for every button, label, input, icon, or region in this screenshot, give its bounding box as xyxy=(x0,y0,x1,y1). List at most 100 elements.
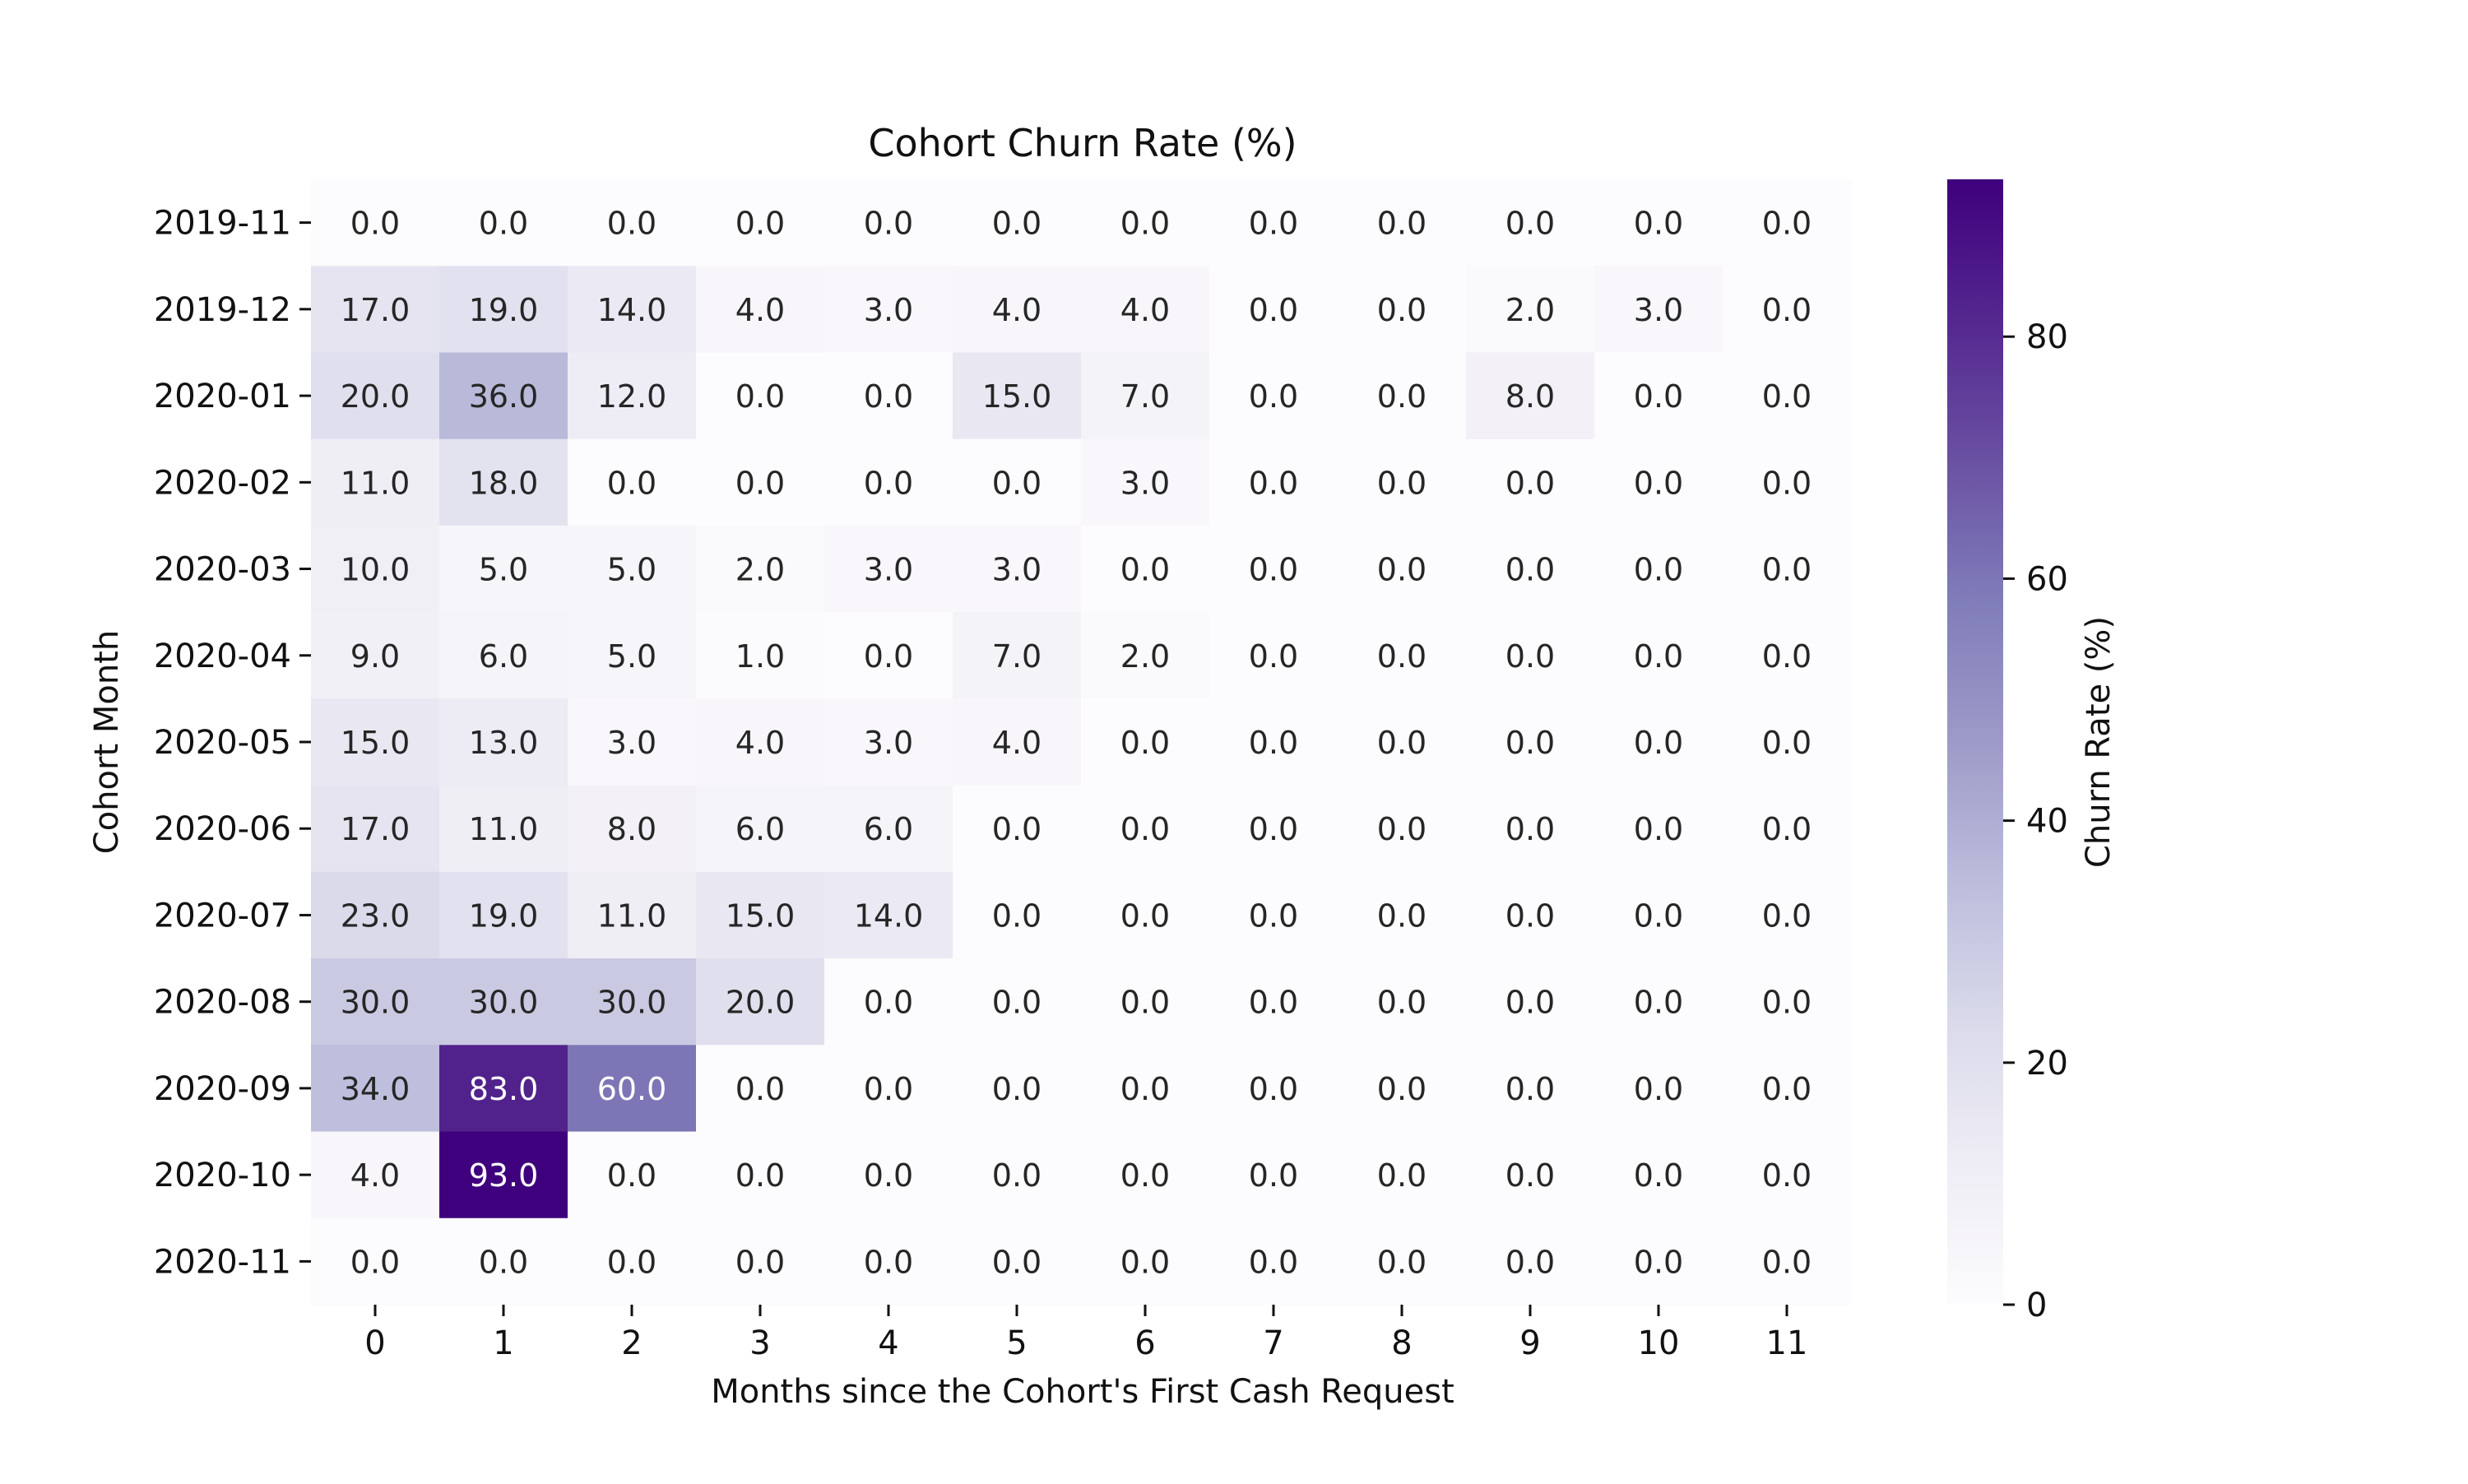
heatmap-cell xyxy=(1723,266,1852,354)
cell-value-label: 2.0 xyxy=(1120,638,1170,675)
cell-value-label: 0.0 xyxy=(1249,206,1298,242)
cell-value-label: 0.0 xyxy=(1634,1071,1683,1107)
heatmap-cell xyxy=(1209,1131,1338,1219)
heatmap-cell xyxy=(1338,266,1467,354)
cell-value-label: 30.0 xyxy=(597,985,667,1021)
cell-value-label: 0.0 xyxy=(864,1244,913,1280)
cell-value-label: 0.0 xyxy=(992,1157,1041,1194)
cell-value-label: 34.0 xyxy=(341,1071,411,1107)
cell-value-label: 19.0 xyxy=(469,897,539,934)
heatmap-cell xyxy=(1081,958,1210,1046)
heatmap-cell-labels: 0.0 0.0 0.0 0.0 0.0 0.0 0.0 0.0 0.0 0.0 0.0 0.0 17.0… xyxy=(341,206,1812,1281)
cell-value-label: 0.0 xyxy=(1249,1157,1298,1194)
cell-value-label: 0.0 xyxy=(735,1071,785,1107)
cell-value-label: 0.0 xyxy=(1377,811,1427,847)
cell-value-label: 0.0 xyxy=(992,897,1041,934)
heatmap-cell xyxy=(568,438,697,526)
heatmap-cell xyxy=(311,266,440,354)
heatmap-cell xyxy=(439,1045,568,1133)
heatmap-cell xyxy=(1081,266,1210,354)
y-tick-label: 2020-02 xyxy=(154,464,291,502)
x-tick-label: 10 xyxy=(1638,1324,1680,1362)
x-tick-label: 8 xyxy=(1391,1324,1412,1362)
heatmap-cell xyxy=(953,1045,1082,1133)
cell-value-label: 0.0 xyxy=(1120,552,1170,588)
heatmap-cell xyxy=(311,438,440,526)
heatmap-cell xyxy=(824,1131,953,1219)
heatmap-cell xyxy=(824,352,953,440)
cell-value-label: 12.0 xyxy=(597,378,667,415)
heatmap-cell xyxy=(439,352,568,440)
heatmap-cell xyxy=(1081,525,1210,613)
cell-value-label: 36.0 xyxy=(469,378,539,415)
cell-value-label: 4.0 xyxy=(735,292,785,328)
cell-value-label: 0.0 xyxy=(864,465,913,501)
cell-value-label: 0.0 xyxy=(1762,1244,1812,1280)
cell-value-label: 14.0 xyxy=(854,897,924,934)
y-axis: 2019-11 2019-12 2020-01 2020-02 2020-03 2020-… xyxy=(154,205,311,1281)
cell-value-label: 0.0 xyxy=(1634,811,1683,847)
cell-value-label: 0.0 xyxy=(1634,378,1683,415)
cell-value-label: 0.0 xyxy=(1634,638,1683,675)
heatmap-cell xyxy=(953,266,1082,354)
heatmap-cell xyxy=(1209,525,1338,613)
y-tick-label: 2019-11 xyxy=(154,205,291,243)
heatmap-cell xyxy=(439,525,568,613)
cell-value-label: 23.0 xyxy=(341,897,411,934)
cell-value-label: 2.0 xyxy=(735,552,785,588)
cell-value-label: 0.0 xyxy=(1762,552,1812,588)
chart-title: Cohort Churn Rate (%) xyxy=(868,121,1297,165)
heatmap-cell xyxy=(1338,1045,1467,1133)
x-tick-label: 1 xyxy=(493,1324,513,1362)
cell-value-label: 0.0 xyxy=(864,985,913,1021)
heatmap-cell xyxy=(568,352,697,440)
cell-value-label: 83.0 xyxy=(469,1071,539,1107)
cell-value-label: 0.0 xyxy=(1762,465,1812,501)
cell-value-label: 0.0 xyxy=(1762,638,1812,675)
cell-value-label: 0.0 xyxy=(1249,638,1298,675)
cell-value-label: 7.0 xyxy=(992,638,1041,675)
heatmap-cell xyxy=(1594,698,1723,786)
cell-value-label: 30.0 xyxy=(469,985,539,1021)
y-tick-label: 2020-01 xyxy=(154,378,291,415)
x-tick-label: 7 xyxy=(1263,1324,1283,1362)
cell-value-label: 4.0 xyxy=(992,292,1041,328)
colorbar-tick-label: 40 xyxy=(2026,803,2068,841)
heatmap-cell xyxy=(1466,785,1595,873)
heatmap-cell xyxy=(696,871,825,959)
heatmap-cell xyxy=(1081,1131,1210,1219)
cell-value-label: 4.0 xyxy=(735,725,785,761)
cell-value-label: 0.0 xyxy=(607,206,656,242)
cell-value-label: 0.0 xyxy=(1377,1071,1427,1107)
y-tick-label: 2020-07 xyxy=(154,897,291,934)
cell-value-label: 10.0 xyxy=(341,552,411,588)
cell-value-label: 14.0 xyxy=(597,292,667,328)
heatmap-cell xyxy=(439,179,568,267)
cell-value-label: 6.0 xyxy=(735,811,785,847)
cell-value-label: 0.0 xyxy=(1249,811,1298,847)
heatmap-cell xyxy=(439,871,568,959)
heatmap-cell xyxy=(439,438,568,526)
cell-value-label: 0.0 xyxy=(1505,725,1555,761)
heatmap-cell xyxy=(1466,525,1595,613)
cell-value-label: 0.0 xyxy=(992,1071,1041,1107)
heatmap-cell xyxy=(311,698,440,786)
heatmap-cell xyxy=(439,266,568,354)
cell-value-label: 0.0 xyxy=(1120,206,1170,242)
cell-value-label: 11.0 xyxy=(597,897,667,934)
cell-value-label: 11.0 xyxy=(469,811,539,847)
cell-value-label: 0.0 xyxy=(1505,638,1555,675)
heatmap-cell xyxy=(1594,958,1723,1046)
cell-value-label: 0.0 xyxy=(992,465,1041,501)
heatmap-cell xyxy=(311,785,440,873)
heatmap-cell xyxy=(568,1045,697,1133)
heatmap-cell xyxy=(1081,352,1210,440)
cell-value-label: 0.0 xyxy=(735,465,785,501)
heatmap-cell xyxy=(953,525,1082,613)
cell-value-label: 0.0 xyxy=(992,811,1041,847)
cell-value-label: 0.0 xyxy=(992,985,1041,1021)
cell-value-label: 0.0 xyxy=(1377,206,1427,242)
cell-value-label: 5.0 xyxy=(607,552,656,588)
heatmap-cell xyxy=(311,525,440,613)
